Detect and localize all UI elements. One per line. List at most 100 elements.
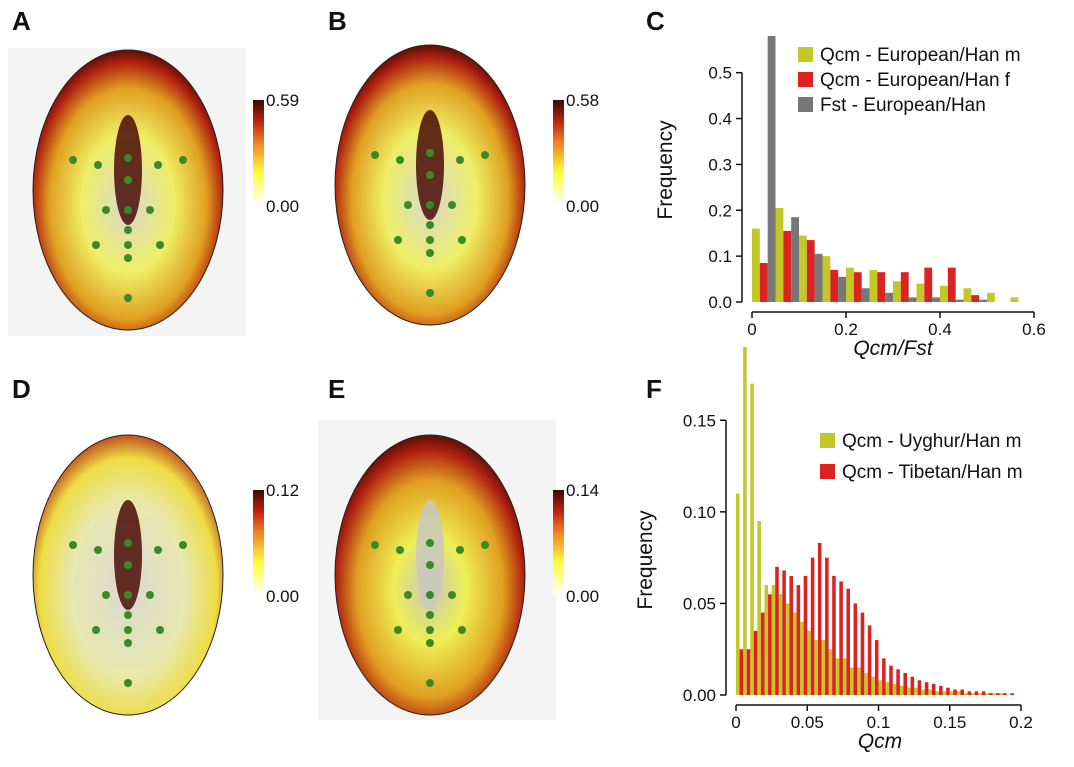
bar: [775, 566, 779, 695]
bar: [955, 299, 964, 302]
bar: [917, 680, 922, 695]
bar: [921, 689, 925, 695]
landmark: [69, 156, 77, 164]
bar: [791, 217, 799, 302]
bar: [764, 585, 769, 695]
x-axis-title: Qcm: [858, 730, 902, 753]
y-axis-title: Frequency: [654, 120, 677, 220]
bar: [914, 687, 918, 695]
bar: [924, 682, 929, 695]
landmark: [426, 249, 434, 257]
bar: [753, 630, 758, 695]
bar: [878, 680, 883, 695]
bar: [987, 292, 995, 302]
landmark: [146, 206, 154, 214]
bar: [949, 691, 954, 695]
bar: [832, 575, 836, 695]
bar: [967, 691, 972, 695]
colorbar-max: 0.58: [566, 91, 599, 110]
bar: [985, 693, 989, 695]
bar: [924, 267, 933, 302]
legend-swatch: [820, 433, 835, 448]
x-axis-title: Qcm/Fst: [853, 337, 933, 360]
bar: [999, 693, 1004, 695]
bar: [892, 684, 897, 695]
bar: [817, 542, 822, 695]
bar: [889, 665, 893, 695]
colorbar: [553, 100, 564, 205]
bar: [778, 594, 783, 695]
bar: [978, 693, 982, 695]
landmark: [154, 161, 162, 169]
nose-bridge: [114, 115, 142, 225]
bar: [946, 687, 950, 695]
bar: [979, 299, 987, 302]
landmark: [92, 626, 100, 634]
landmark: [156, 626, 164, 634]
bar: [739, 649, 744, 695]
colorbar: [553, 490, 564, 595]
legend-label: Qcm - European/Han m: [820, 45, 1021, 66]
bar: [783, 230, 792, 302]
bar: [903, 673, 907, 695]
bar: [960, 689, 964, 695]
landmark: [396, 546, 404, 554]
x-tick-label: 0.05: [791, 713, 824, 732]
bar: [803, 575, 808, 695]
y-tick-label: 0.15: [683, 411, 716, 430]
bar: [942, 691, 947, 695]
bar: [988, 693, 993, 695]
landmark: [426, 591, 434, 599]
colorbar-min: 0.00: [566, 587, 599, 606]
bar: [992, 693, 997, 695]
bar: [1010, 297, 1019, 302]
landmark: [371, 541, 379, 549]
bar: [750, 383, 754, 695]
bar: [828, 649, 833, 695]
bar: [871, 676, 875, 695]
bar: [935, 691, 940, 695]
legend-swatch: [798, 97, 813, 112]
bar: [793, 612, 797, 695]
bar: [931, 684, 936, 695]
y-tick-label: 0.10: [683, 503, 716, 522]
landmark: [124, 254, 132, 262]
bar: [743, 347, 747, 695]
landmark: [124, 154, 132, 162]
bar: [767, 36, 776, 302]
landmark: [481, 541, 489, 549]
landmark: [69, 541, 77, 549]
landmark: [448, 201, 456, 209]
landmark: [426, 679, 434, 687]
bar: [907, 687, 911, 695]
landmark: [426, 221, 434, 229]
colorbar: [253, 490, 264, 595]
bar: [953, 689, 957, 695]
landmark: [426, 149, 434, 157]
x-tick-label: 0.6: [1022, 320, 1046, 339]
bar: [869, 269, 878, 302]
bar: [806, 240, 815, 302]
landmark: [396, 156, 404, 164]
landmark: [124, 539, 132, 547]
x-tick-label: 0: [747, 320, 756, 339]
colorbar-min: 0.00: [566, 197, 599, 216]
landmark: [426, 171, 434, 179]
bar: [981, 691, 986, 695]
bar: [850, 667, 854, 695]
landmark: [94, 161, 102, 169]
bar: [853, 272, 862, 302]
panel-letter: A: [12, 6, 31, 36]
landmark: [481, 151, 489, 159]
x-tick-label: 0: [731, 713, 740, 732]
x-tick-label: 0.4: [928, 320, 952, 339]
bar: [835, 658, 840, 695]
landmark: [146, 591, 154, 599]
y-tick-label: 0.0: [708, 293, 732, 312]
landmark: [179, 156, 187, 164]
bar: [825, 557, 829, 695]
bar: [885, 292, 893, 302]
bar: [908, 297, 917, 302]
nose-bridge: [114, 500, 142, 610]
